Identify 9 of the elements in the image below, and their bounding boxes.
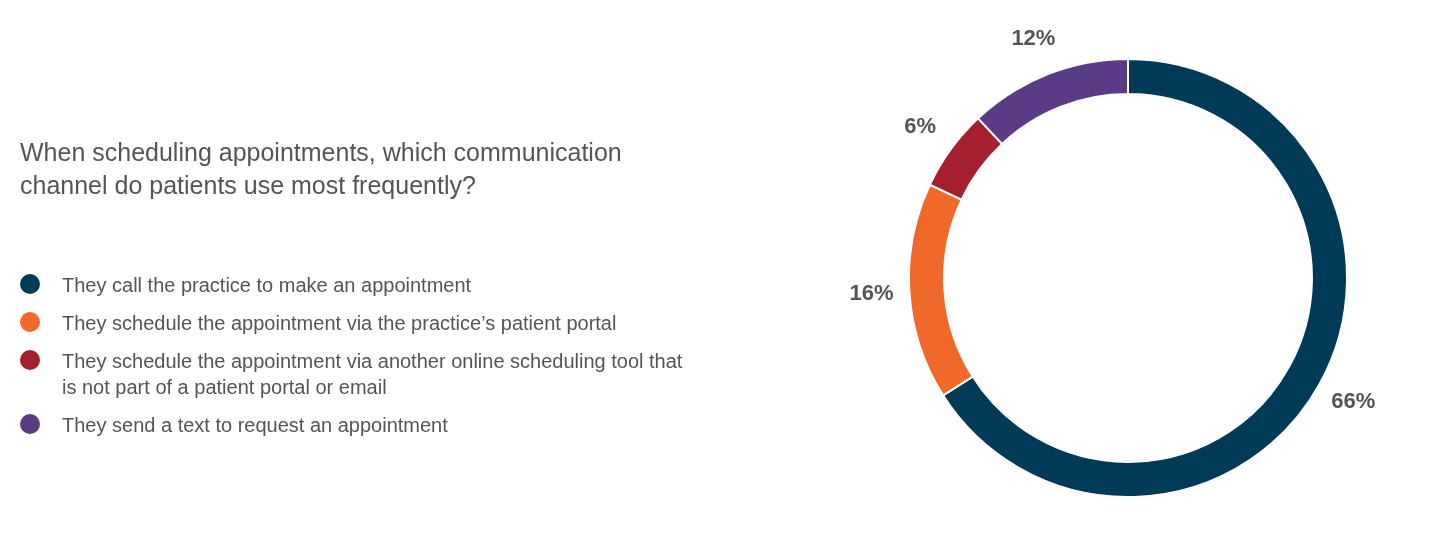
data-label: 16%	[849, 280, 894, 306]
data-label: 12%	[1011, 25, 1056, 51]
legend-label: They call the practice to make an appointment	[62, 273, 473, 298]
text: When scheduling appointments, which communication channel do patients use most frequently?	[20, 137, 623, 201]
legend-label: They send a text to request an appointment	[62, 413, 449, 438]
data-label: 66%	[1331, 387, 1376, 413]
legend-label: They schedule the appointment via another online scheduling tool that is not part of a patient portal or email	[62, 349, 684, 400]
legend-label: They schedule the appointment via the practice’s patient portal	[62, 311, 618, 336]
data-label: 6%	[904, 113, 936, 138]
